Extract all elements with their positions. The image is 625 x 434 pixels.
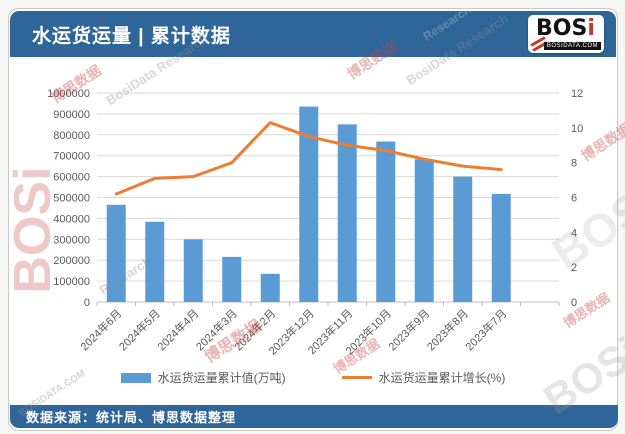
left-axis-tick-label: 200000 [53,255,90,267]
chart-card: 水运货运量 | 累计数据 BOSi BOSIDATA.COM 0 100000 20… [8,8,618,431]
right-axis-tick-label: 6 [571,193,577,205]
bar [299,106,319,303]
right-axis-tick-label: 8 [571,158,577,170]
page-title: 水运货运量 | 累计数据 [32,25,231,47]
left-axis-tick-label: 600000 [53,172,90,184]
left-axis-tick-label: 1000000 [47,88,90,100]
legend-item-line: 水运货运量累计增长(%) [341,369,506,386]
left-axis-tick-label: 100000 [53,276,90,288]
chart-svg: 0 100000 200000 300000 400000 500000 600000 700… [47,88,583,358]
bar [414,159,434,302]
right-axis-tick-label: 2 [571,262,577,274]
bosi-logo: BOSi BOSIDATA.COM [528,15,604,53]
right-axis-tick-label: 12 [571,88,583,100]
bar [337,124,357,302]
bar [491,193,511,302]
bar [183,239,203,302]
bar [106,204,126,302]
right-axis-tick-label: 10 [571,123,583,135]
left-axis-tick-label: 0 [84,297,90,309]
left-axis-tick-label: 400000 [53,213,90,225]
line-series-swatch [341,376,372,379]
right-axis-tick-label: 0 [571,297,577,309]
bar [260,273,280,302]
left-axis-tick-label: 900000 [53,109,90,121]
bar [376,141,396,302]
left-axis-tick-label: 500000 [53,193,90,205]
line-series-label: 水运货运量累计增长(%) [378,371,506,385]
chart-legend: 水运货运量累计值(万吨) 水运货运量累计增长(%) [10,369,616,386]
left-axis-tick-label: 700000 [53,151,90,163]
category-label: 2023年7月 [462,306,509,353]
data-source: 数据来源：统计局、博思数据整理 [26,410,237,425]
left-axis-tick-label: 300000 [53,234,90,246]
bar [145,221,165,302]
trend-line [114,121,503,196]
bar-series-label: 水运货运量累计值(万吨) [157,371,286,385]
logo-domain: BOSIDATA.COM [543,42,601,50]
header-bar: 水运货运量 | 累计数据 BOSi BOSIDATA.COM [10,11,616,57]
bar-series-swatch [120,372,151,383]
bar [222,256,242,302]
footer-bar: 数据来源：统计局、博思数据整理 [10,405,618,428]
right-axis-tick-label: 4 [571,227,577,239]
legend-item-bar: 水运货运量累计值(万吨) [120,369,286,386]
bar [453,176,473,302]
left-axis-tick-label: 800000 [53,130,90,142]
